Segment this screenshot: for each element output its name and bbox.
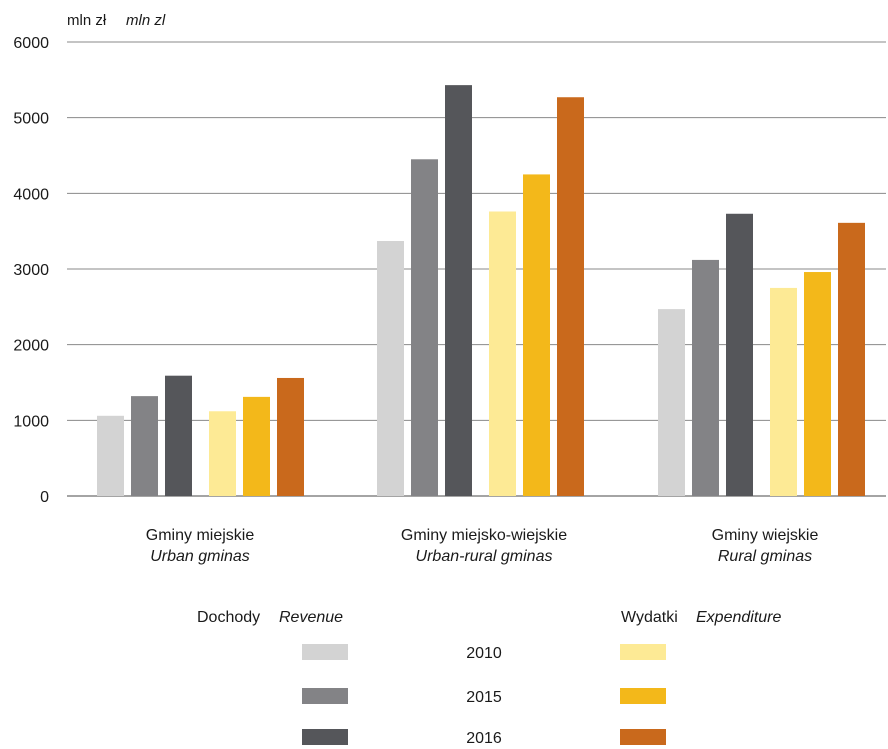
category-labels: Gminy miejskie Urban gminas Gminy miejsko-… (146, 527, 819, 565)
category-label-pl: Gminy miejsko-wiejskie (401, 527, 567, 544)
bar-expenditure-2016 (557, 97, 584, 496)
bar-revenue-2016 (726, 213, 753, 496)
legend-rows: 2010 2015 2016 (302, 644, 666, 747)
bar-expenditure-2016 (838, 222, 865, 497)
legend-swatch-revenue-2016 (302, 729, 348, 745)
y-tick-label: 2000 (13, 338, 49, 355)
legend-group-expenditure-pl: Wydatki (621, 609, 678, 626)
bar-revenue-2010 (658, 309, 685, 496)
legend-swatch-expenditure-2010 (620, 644, 666, 660)
bar-revenue-2016 (445, 85, 472, 496)
y-tick-label: 1000 (13, 413, 49, 430)
bar-expenditure-2010 (770, 287, 797, 496)
bar-expenditure-2015 (804, 272, 831, 496)
unit-label-en: mln zl (126, 12, 166, 29)
y-tick-label: 3000 (13, 262, 49, 279)
category-label-en: Rural gminas (718, 548, 812, 565)
unit-label-pl: mln zł (67, 12, 107, 29)
bar-expenditure-2016 (277, 377, 304, 496)
legend-swatch-expenditure-2015 (620, 688, 666, 704)
bar-revenue-2015 (692, 259, 719, 496)
bar-revenue-2016 (165, 375, 192, 496)
gridlines (67, 41, 886, 497)
legend-group-revenue-pl: Dochody (197, 609, 260, 626)
category-label-pl: Gminy wiejskie (712, 527, 819, 544)
y-tick-label: 5000 (13, 111, 49, 128)
y-tick-label: 4000 (13, 186, 49, 203)
y-tick-label: 0 (40, 489, 49, 506)
legend-year-label: 2015 (466, 689, 502, 706)
legend: Dochody Revenue Wydatki Expenditure 2010… (197, 609, 781, 747)
bar-revenue-2015 (411, 159, 438, 497)
bar-revenue-2010 (377, 241, 404, 496)
legend-year-label: 2010 (466, 645, 502, 662)
legend-year-label: 2016 (466, 730, 502, 747)
legend-group-expenditure-en: Expenditure (696, 609, 781, 626)
bar-expenditure-2015 (523, 174, 550, 496)
legend-swatch-revenue-2010 (302, 644, 348, 660)
category-label-en: Urban gminas (150, 548, 250, 565)
category-label-pl: Gminy miejskie (146, 527, 255, 544)
bar-expenditure-2010 (209, 411, 236, 496)
legend-swatch-revenue-2015 (302, 688, 348, 704)
bar-expenditure-2010 (489, 211, 516, 496)
bar-revenue-2010 (97, 415, 124, 496)
bars (97, 85, 865, 497)
y-axis-ticks: 0 1000 2000 3000 4000 5000 6000 (13, 35, 49, 506)
bar-expenditure-2015 (243, 396, 270, 496)
legend-swatch-expenditure-2016 (620, 729, 666, 745)
legend-group-revenue-en: Revenue (279, 609, 343, 626)
y-tick-label: 6000 (13, 35, 49, 52)
category-label-en: Urban-rural gminas (416, 548, 553, 565)
bar-revenue-2015 (131, 396, 158, 496)
